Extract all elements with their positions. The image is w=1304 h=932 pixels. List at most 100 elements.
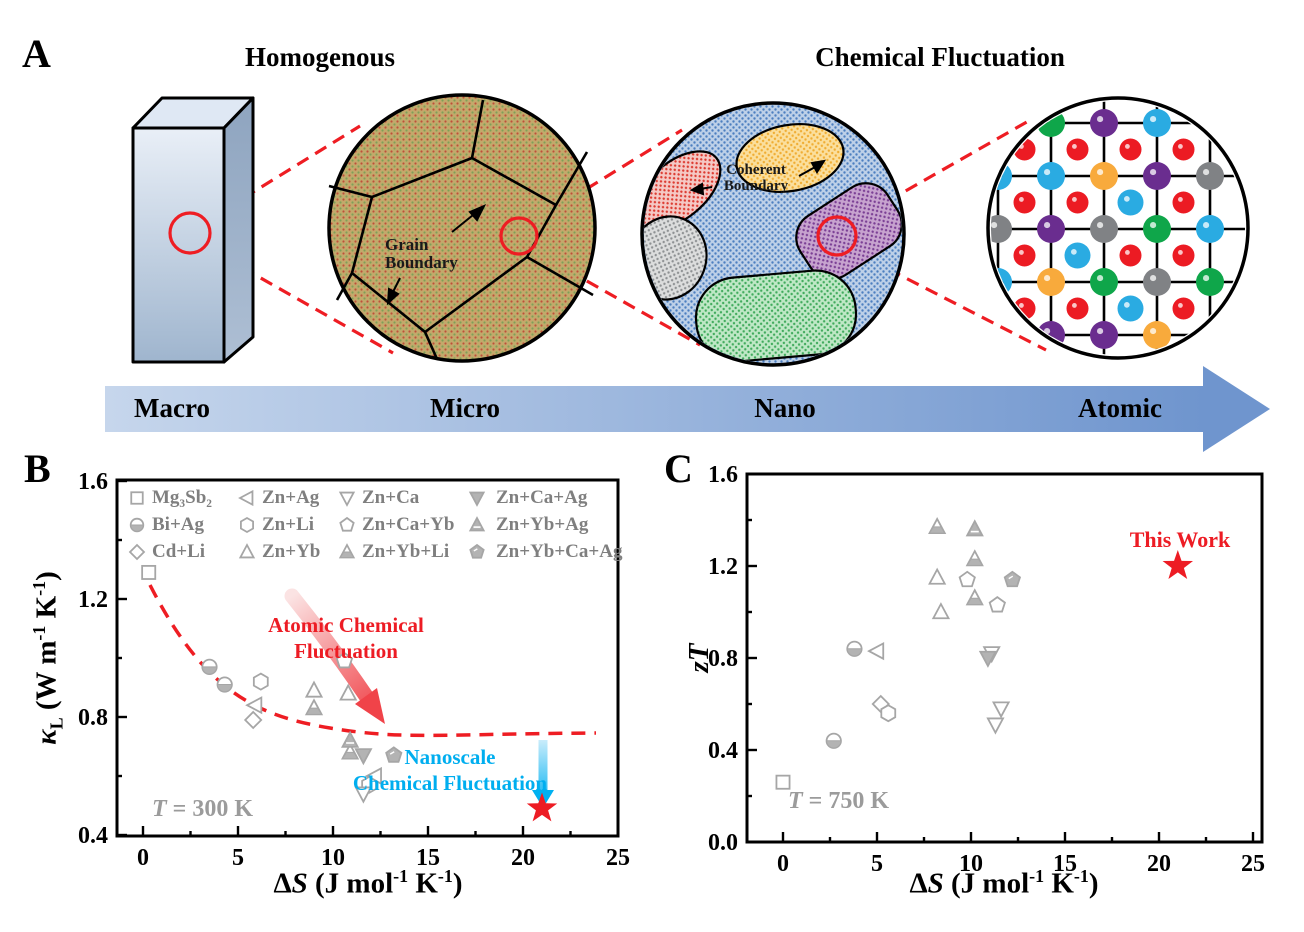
atom-cyan	[1037, 162, 1065, 190]
atom-red	[1172, 297, 1195, 320]
atom-orange	[1037, 268, 1065, 296]
legend-marker-pentagon-icon	[336, 514, 362, 536]
legend-marker-filledpentagon-icon	[466, 541, 496, 563]
legend-label: Zn+Yb+Ag	[496, 513, 589, 535]
legend-marker-uptri-icon	[236, 541, 262, 563]
atom-red	[1066, 138, 1089, 161]
x-tick-label: 0	[137, 845, 149, 871]
data-point-pentagon	[988, 595, 1006, 613]
atom-red	[1172, 138, 1195, 161]
data-point-halfcircle	[825, 732, 842, 749]
zoom-circle-macro	[168, 211, 212, 255]
atom-purple	[1090, 321, 1118, 349]
data-point-uptri	[304, 680, 324, 698]
scale-label-nano: Nano	[754, 393, 816, 423]
atom-cyan	[1196, 215, 1224, 243]
atom-green	[1196, 268, 1224, 296]
zoom-circle-nano	[816, 215, 858, 257]
annotation-temperature-c: T = 750 K	[788, 788, 890, 814]
x-tick-label: 20	[1147, 851, 1171, 877]
nano-blob-green	[694, 269, 858, 363]
legend-label: Zn+Yb	[262, 540, 321, 562]
y-tick-label: 0.8	[708, 646, 738, 672]
data-point-square	[775, 774, 791, 790]
annotation-temperature-b: T = 300 K	[152, 796, 254, 822]
data-point-filleddowntri	[978, 650, 998, 668]
coherent-boundary-arrows	[689, 159, 827, 196]
atom-gray	[991, 215, 1012, 243]
data-point-filledtri	[340, 730, 360, 748]
x-tick-label: 15	[1053, 851, 1077, 877]
x-tick-label: 0	[777, 851, 789, 877]
legend-marker-filledtri-icon	[466, 514, 496, 536]
legend: Mg₃Sb₂ Zn+Ag Zn+Ca Zn+Ca+Ag Bi+Ag Zn+Li Zn+Ca+…	[126, 484, 626, 565]
y-tick-label: 1.2	[708, 554, 738, 580]
data-point-halftri	[304, 698, 324, 716]
atomic-fluctuation-arrowhead	[355, 688, 385, 724]
legend-marker-halftri-icon	[336, 541, 362, 563]
data-point-pentagon	[958, 570, 976, 588]
atom-red	[1172, 244, 1195, 267]
legend-marker-filleddowntri-icon	[466, 487, 496, 509]
data-point-hexagon	[252, 672, 269, 691]
legend-marker-halfcircle-icon	[126, 514, 152, 536]
data-point-diamond	[243, 710, 263, 730]
annotation-nanoscale-chemical-fluctuation: Nanoscale Chemical Fluctuation	[352, 745, 548, 796]
data-point-uptri	[931, 602, 951, 620]
scale-label-atomic: Atomic	[1078, 393, 1162, 423]
atom-red	[1013, 191, 1036, 214]
data-point-halftri	[928, 516, 947, 535]
legend-label: Cd+Li	[152, 540, 206, 562]
data-point-uptri	[339, 683, 358, 701]
scale-label-macro: Macro	[134, 393, 210, 423]
x-tick-label: 20	[511, 845, 535, 871]
data-point-filledpentagon	[385, 746, 403, 763]
data-point-downtri	[986, 717, 1005, 735]
y-tick-label: 0.4	[78, 823, 108, 849]
legend-label: Zn+Yb+Ca+Ag	[496, 540, 623, 562]
macro-prism	[131, 96, 255, 364]
panel-c-label: C	[664, 446, 693, 491]
this-work-star	[1162, 550, 1194, 579]
data-point-halftri	[965, 549, 984, 567]
x-tick-label: 5	[232, 845, 244, 871]
data-point-halfcircle	[201, 658, 218, 675]
coherent-boundary-label: Coherent Boundary	[723, 162, 789, 195]
atom-purple	[1037, 215, 1065, 243]
atomic-fluctuation-arrow	[284, 588, 374, 704]
panel-a-label: A	[22, 31, 51, 76]
y-tick-label: 1.6	[708, 462, 738, 488]
grain-boundary-label: Grain Boundary	[385, 235, 458, 273]
data-point-halftri	[340, 742, 360, 760]
this-work-star	[526, 792, 558, 822]
atom-red	[1013, 244, 1036, 267]
y-tick-label: 1.2	[78, 587, 108, 613]
data-point-pentagon	[335, 651, 354, 669]
x-axis-label-c: ΔS (J mol-1 K-1)	[909, 866, 1099, 900]
data-point-lefttri	[867, 641, 885, 661]
atom-green	[1090, 268, 1118, 296]
atom-gray	[1143, 268, 1171, 296]
atom-gray	[1196, 162, 1224, 190]
legend-marker-square-icon	[126, 487, 152, 509]
legend-label: Zn+Ca	[362, 486, 420, 508]
data-point-filledpentagon	[1003, 570, 1022, 588]
atom-cyan	[1064, 242, 1091, 269]
data-point-uptri	[928, 567, 947, 585]
y-axis-label-b: κL (W m-1 K-1)	[29, 571, 67, 745]
data-point-downtri	[991, 701, 1011, 719]
atom-orange	[1090, 162, 1118, 190]
annotation-atomic-chemical-fluctuation: Atomic Chemical Fluctuation	[268, 613, 424, 664]
legend-label: Mg₃Sb₂	[152, 486, 212, 508]
x-tick-label: 10	[959, 851, 983, 877]
panel-b-graphics	[148, 584, 597, 808]
atom-red	[1066, 191, 1089, 214]
chart-c: 0 5 10 15 20 25 0.0 0.4 0.8 1.2 1.6	[708, 462, 1265, 877]
data-point-downtri	[354, 786, 373, 804]
nano-blob-yellow	[735, 123, 845, 193]
atom-red	[1066, 297, 1089, 320]
legend-marker-diamond-icon	[126, 541, 152, 563]
grain-boundaries	[328, 99, 594, 360]
atom-gray	[1090, 215, 1118, 243]
